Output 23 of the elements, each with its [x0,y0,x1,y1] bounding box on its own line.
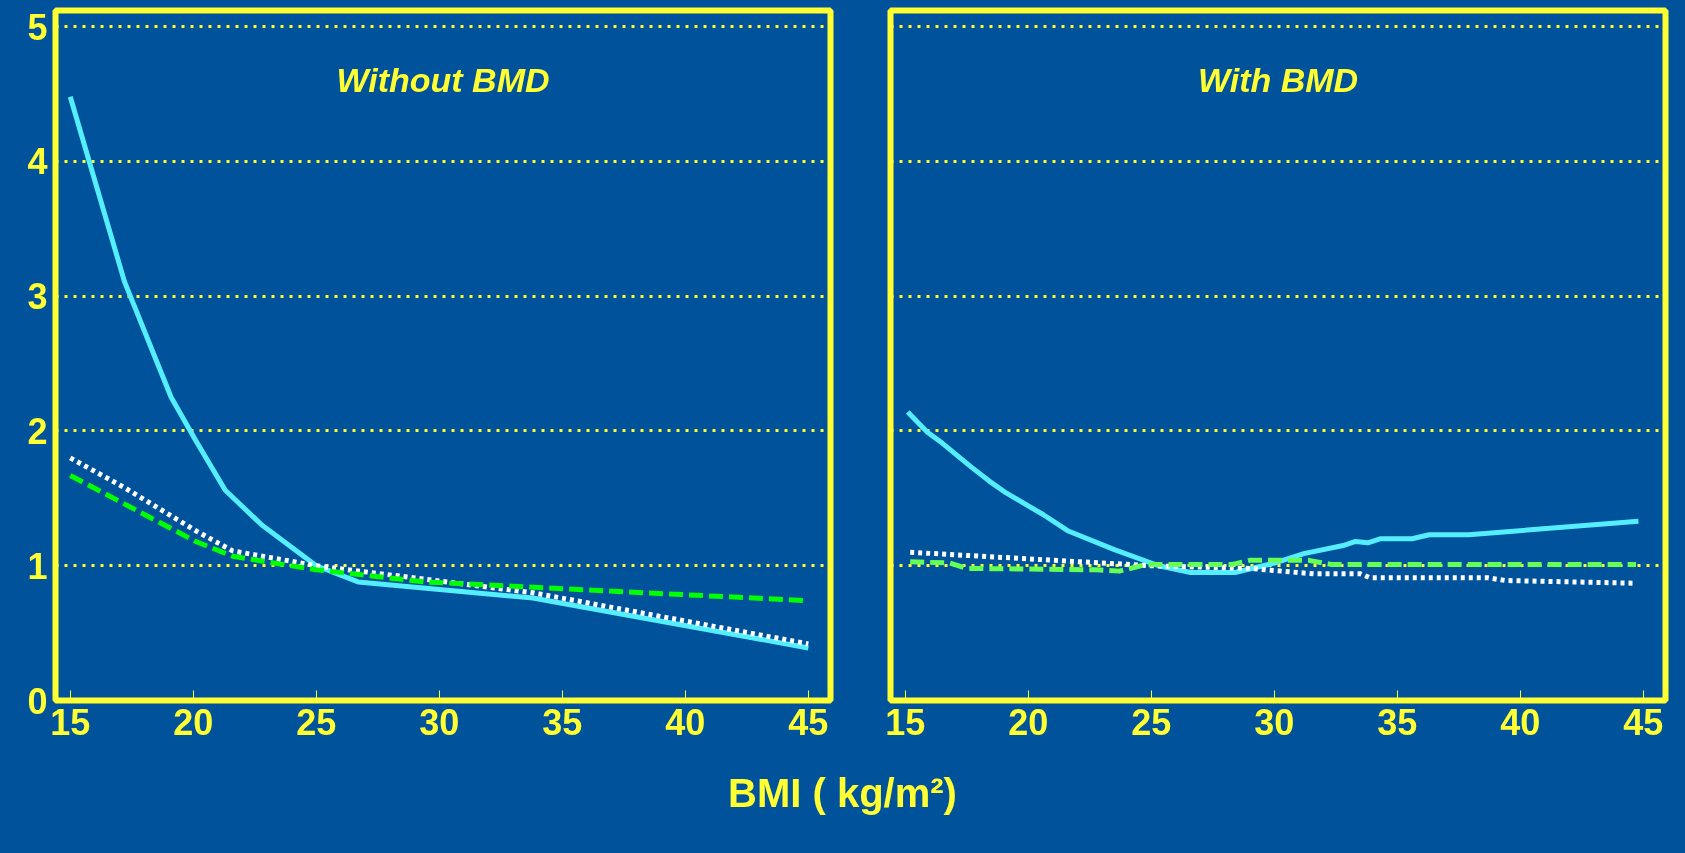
x-tick-label: 45 [788,701,829,743]
x-tick-label: 15 [50,701,91,743]
text: With BMD [1197,60,1359,99]
x-tick-label: 45 [1623,701,1664,743]
x-tick-label: 35 [542,701,583,743]
x-tick-label: 40 [1500,701,1541,743]
y-tick-label: 1 [27,545,48,587]
x-tick-label: 35 [1377,701,1418,743]
x-tick-label: 30 [419,701,460,743]
y-tick-label: 4 [27,141,48,183]
y-tick-label: 5 [27,6,48,48]
x-tick-label: 20 [173,701,214,743]
x-tick-label: 25 [296,701,337,743]
y-tick-label: 2 [27,410,48,452]
x-tick-label: 25 [1131,701,1172,743]
x-tick-label: 15 [885,701,926,743]
x-axis-title: BMI ( kg/m²) [728,770,957,817]
x-tick-label: 30 [1254,701,1295,743]
y-tick-label: 3 [27,276,48,318]
text: Without BMD [336,60,550,99]
x-tick-label: 20 [1008,701,1049,743]
x-tick-label: 40 [665,701,706,743]
y-tick-label: 0 [27,680,48,722]
